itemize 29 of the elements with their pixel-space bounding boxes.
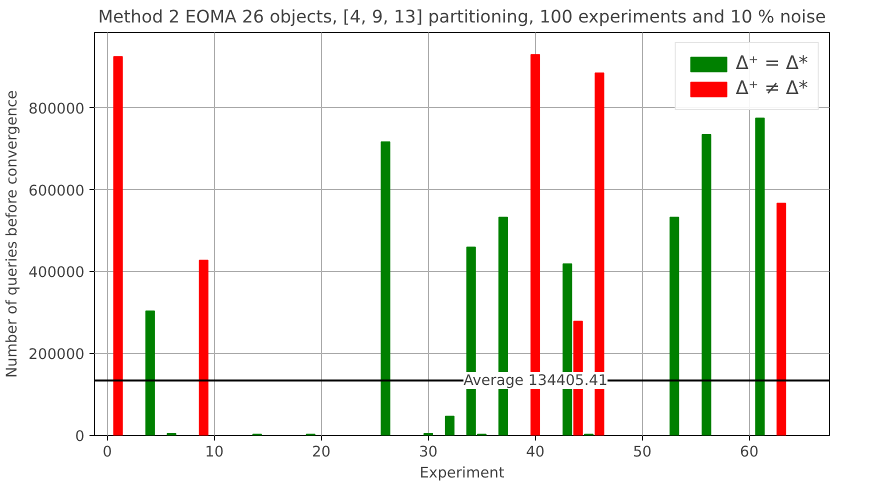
x-axis-title: Experiment <box>420 464 505 482</box>
bar <box>755 118 765 436</box>
y-tick-label: 200000 <box>28 346 85 364</box>
y-tick-label: 0 <box>75 428 85 445</box>
bar <box>702 134 712 436</box>
legend-label: Δ⁺ ≠ Δ* <box>736 78 808 99</box>
ref-line-label: Average 134405.41 <box>463 372 608 389</box>
x-tick-label: 20 <box>312 444 331 460</box>
bar <box>198 260 208 436</box>
y-tick-label: 400000 <box>28 264 85 282</box>
x-tick-label: 10 <box>205 444 224 460</box>
bar <box>670 216 680 436</box>
bar <box>444 416 454 436</box>
y-tick-label: 800000 <box>28 100 85 118</box>
bar <box>166 432 176 436</box>
x-tick-label: 30 <box>418 444 438 460</box>
x-tick-label: 40 <box>526 444 545 460</box>
y-axis-title: Number of queries before convergence <box>4 90 21 378</box>
bar <box>424 432 434 436</box>
x-tick-label: 0 <box>102 444 112 460</box>
chart-title: Method 2 EOMA 26 objects, [4, 9, 13] partitioning, 100 experiments and 10 % noise <box>98 8 826 28</box>
bar <box>145 310 155 436</box>
x-tick-label: 50 <box>632 444 652 460</box>
legend-label: Δ⁺ = Δ* <box>736 53 808 74</box>
bar <box>380 141 390 436</box>
bar <box>776 202 786 436</box>
y-tick-label: 600000 <box>28 182 85 200</box>
x-tick-label: 60 <box>740 444 759 460</box>
bar <box>113 56 123 436</box>
